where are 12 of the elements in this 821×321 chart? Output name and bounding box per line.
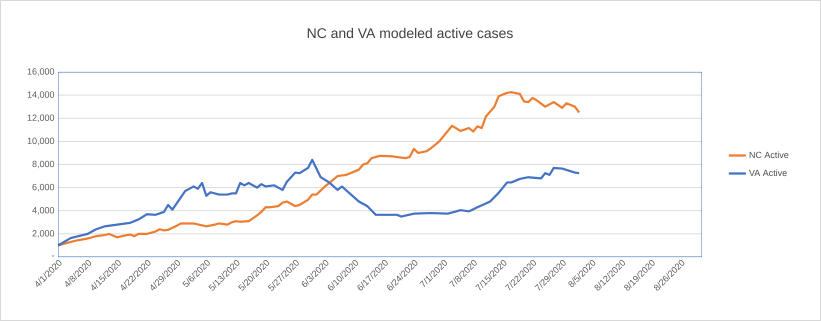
y-tick-label: 2,000	[32, 230, 54, 238]
y-tick-label: 10,000	[28, 138, 54, 146]
y-tick-label: 12,000	[28, 114, 54, 122]
legend-label: NC Active	[750, 152, 788, 158]
chart-title: NC and VA modeled active cases	[308, 28, 513, 38]
y-tick-label: 4,000	[32, 207, 54, 214]
y-tick-label: 16,000	[28, 68, 54, 76]
line-series	[58, 91, 580, 247]
legend-label: VA Active	[748, 169, 787, 176]
y-tick-label: 14,000	[28, 91, 54, 99]
y-tick-label: 8,000	[32, 160, 54, 168]
y-tick-label: 6,000	[32, 184, 54, 192]
